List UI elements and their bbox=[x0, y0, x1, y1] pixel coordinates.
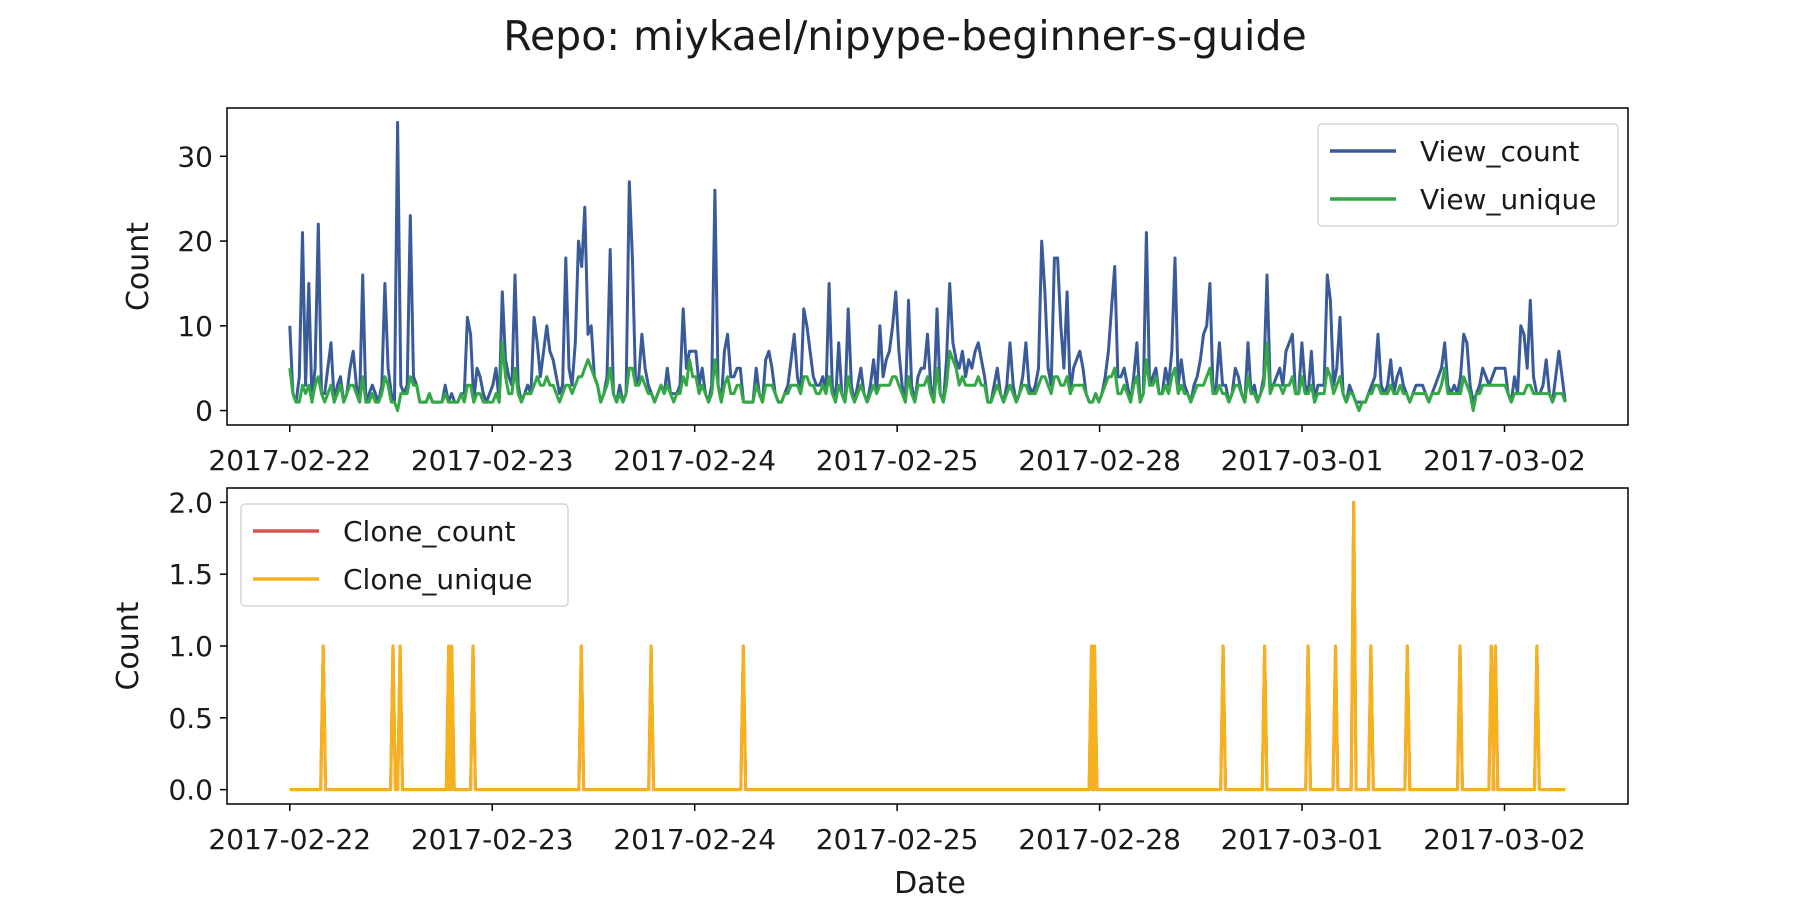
chart-title: Repo: miykael/nipype-beginner-s-guide bbox=[503, 12, 1306, 60]
x-tick-label: 2017-02-22 bbox=[208, 444, 371, 477]
clones-panel: 0.0 0.5 1.0 1.5 2.0 2017-02-22 2017-02-23 2017-… bbox=[111, 486, 1629, 856]
x-tick-label: 2017-03-02 bbox=[1423, 444, 1586, 477]
legend-label: View_unique bbox=[1420, 183, 1596, 216]
y-tick-label: 20 bbox=[177, 225, 213, 258]
x-tick-label: 2017-02-25 bbox=[816, 823, 979, 856]
x-tick-label: 2017-03-01 bbox=[1221, 823, 1384, 856]
x-tick-label: 2017-02-24 bbox=[613, 444, 776, 477]
y-axis-label: Count bbox=[121, 222, 156, 311]
plot-frame bbox=[226, 107, 1629, 426]
x-tick-label: 2017-02-24 bbox=[613, 823, 776, 856]
legend-label: Clone_unique bbox=[343, 563, 532, 596]
y-tick-label: 0.0 bbox=[168, 774, 213, 807]
x-tick-label: 2017-03-01 bbox=[1221, 444, 1384, 477]
y-tick-label: 30 bbox=[177, 140, 213, 173]
y-axis-label: Count bbox=[111, 601, 146, 690]
y-tick-label: 1.5 bbox=[168, 558, 213, 591]
x-tick-label: 2017-02-28 bbox=[1018, 444, 1181, 477]
legend-label: Clone_count bbox=[343, 515, 515, 548]
x-tick-label: 2017-02-25 bbox=[816, 444, 979, 477]
x-tick-label: 2017-03-02 bbox=[1423, 823, 1586, 856]
legend-box bbox=[240, 503, 569, 607]
y-tick-label: 1.0 bbox=[168, 630, 213, 663]
x-tick-label: 2017-02-28 bbox=[1018, 823, 1181, 856]
x-tick-label: 2017-02-22 bbox=[208, 823, 371, 856]
x-tick-label: 2017-02-23 bbox=[411, 444, 574, 477]
legend-label: View_count bbox=[1420, 135, 1579, 168]
series-line-view-unique bbox=[288, 341, 1567, 413]
y-tick-label: 2.0 bbox=[168, 486, 213, 519]
views-panel: 0 10 20 30 2017-02-22 2017-02-23 2017-02-24 201… bbox=[121, 107, 1629, 477]
x-tick-label: 2017-02-23 bbox=[411, 823, 574, 856]
y-tick-label: 0.5 bbox=[168, 702, 213, 735]
series-line-clone-unique bbox=[289, 500, 1566, 792]
y-tick-label: 10 bbox=[177, 310, 213, 343]
y-tick-label: 0 bbox=[195, 395, 213, 428]
x-axis-label: Date bbox=[894, 866, 966, 900]
